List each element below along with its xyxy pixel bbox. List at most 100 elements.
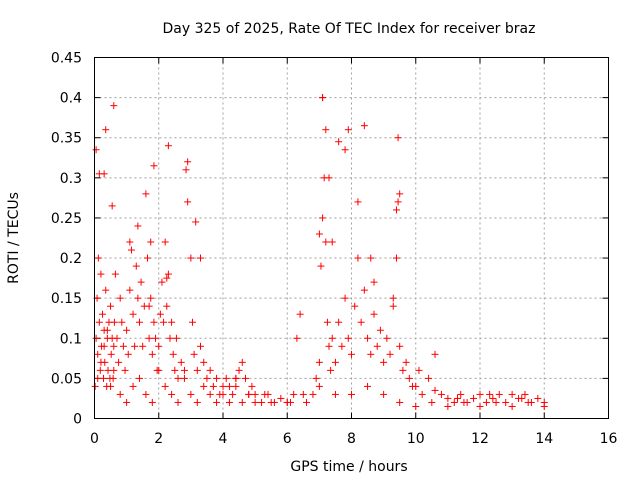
- data-point: [121, 366, 129, 374]
- data-markers: [91, 94, 548, 410]
- y-tick-labels: 0 0.05 0.1 0.15 0.2 0.25 0.3 0.35 0.4 0.45: [51, 51, 82, 428]
- data-point: [171, 366, 179, 374]
- data-point: [193, 366, 201, 374]
- data-point: [110, 366, 118, 374]
- data-point: [315, 382, 323, 390]
- data-point: [184, 158, 192, 166]
- data-point: [148, 350, 156, 358]
- x-axis-label: GPS time / hours: [290, 459, 407, 475]
- data-point: [203, 374, 211, 382]
- data-point: [238, 358, 246, 366]
- data-point: [168, 390, 176, 398]
- data-point: [380, 390, 388, 398]
- y-tick-label: 0.25: [51, 211, 82, 227]
- data-point: [290, 390, 298, 398]
- data-point: [142, 190, 150, 198]
- data-point: [322, 238, 330, 246]
- data-point: [394, 134, 402, 142]
- data-point: [396, 398, 404, 406]
- data-point: [534, 394, 542, 402]
- data-point: [354, 198, 362, 206]
- data-point: [431, 386, 439, 394]
- data-point: [476, 390, 484, 398]
- data-point: [124, 350, 132, 358]
- data-point: [508, 390, 516, 398]
- data-point: [357, 318, 365, 326]
- data-point: [508, 402, 516, 410]
- data-point: [190, 350, 198, 358]
- data-point: [213, 374, 221, 382]
- data-point: [328, 238, 336, 246]
- data-point: [184, 198, 192, 206]
- data-point: [155, 366, 163, 374]
- data-point: [373, 342, 381, 350]
- data-point: [444, 394, 452, 402]
- data-point: [258, 398, 266, 406]
- data-point: [521, 390, 529, 398]
- data-point: [245, 390, 253, 398]
- data-point: [161, 382, 169, 390]
- chart-title: Day 325 of 2025, Rate Of TEC Index for r…: [163, 21, 536, 37]
- data-point: [241, 374, 249, 382]
- data-point: [103, 326, 111, 334]
- data-point: [197, 254, 205, 262]
- data-point: [115, 358, 123, 366]
- x-tick-label: 10: [407, 431, 425, 447]
- data-point: [135, 374, 143, 382]
- data-point: [95, 318, 103, 326]
- data-point: [317, 262, 325, 270]
- data-point: [331, 358, 339, 366]
- plot-frame: [94, 57, 609, 419]
- data-point: [163, 302, 171, 310]
- data-point: [182, 166, 190, 174]
- data-point: [95, 170, 103, 178]
- data-point: [502, 398, 510, 406]
- data-point: [139, 342, 147, 350]
- data-point: [144, 254, 152, 262]
- data-point: [145, 302, 153, 310]
- data-point: [148, 398, 156, 406]
- data-point: [119, 342, 127, 350]
- data-point: [94, 374, 102, 382]
- data-point: [360, 122, 368, 130]
- data-point: [209, 382, 217, 390]
- y-tick-label: 0.15: [51, 291, 82, 307]
- data-point: [348, 390, 355, 398]
- data-point: [370, 310, 378, 318]
- data-point: [370, 278, 378, 286]
- data-point: [331, 390, 339, 398]
- data-point: [129, 310, 137, 318]
- data-point: [107, 302, 115, 310]
- data-point: [225, 398, 233, 406]
- data-point: [319, 214, 327, 222]
- x-tick-labels: 0 2 4 6 8 10 12 14 16: [90, 431, 617, 447]
- data-point: [338, 342, 346, 350]
- data-point: [232, 382, 240, 390]
- data-point: [147, 238, 155, 246]
- x-tick-label: 0: [90, 431, 99, 447]
- data-point: [123, 326, 131, 334]
- data-point: [180, 366, 188, 374]
- x-tick-label: 16: [600, 431, 618, 447]
- x-tick-label: 6: [283, 431, 292, 447]
- y-axis-label: ROTI / TECUs: [6, 192, 22, 284]
- data-point: [315, 358, 323, 366]
- data-point: [97, 270, 105, 278]
- x-tick-label: 8: [347, 431, 356, 447]
- data-point: [127, 246, 135, 254]
- data-point: [158, 278, 166, 286]
- data-point: [131, 342, 139, 350]
- data-point: [108, 202, 116, 210]
- data-point: [437, 390, 445, 398]
- data-point: [518, 394, 526, 402]
- data-point: [174, 398, 182, 406]
- x-tick-label: 12: [471, 431, 489, 447]
- data-point: [396, 190, 404, 198]
- data-point: [134, 294, 142, 302]
- data-point: [177, 358, 185, 366]
- data-point: [238, 398, 246, 406]
- data-point: [425, 374, 433, 382]
- y-tick-label: 0.05: [51, 371, 82, 387]
- data-point: [277, 394, 285, 402]
- data-point: [113, 334, 121, 342]
